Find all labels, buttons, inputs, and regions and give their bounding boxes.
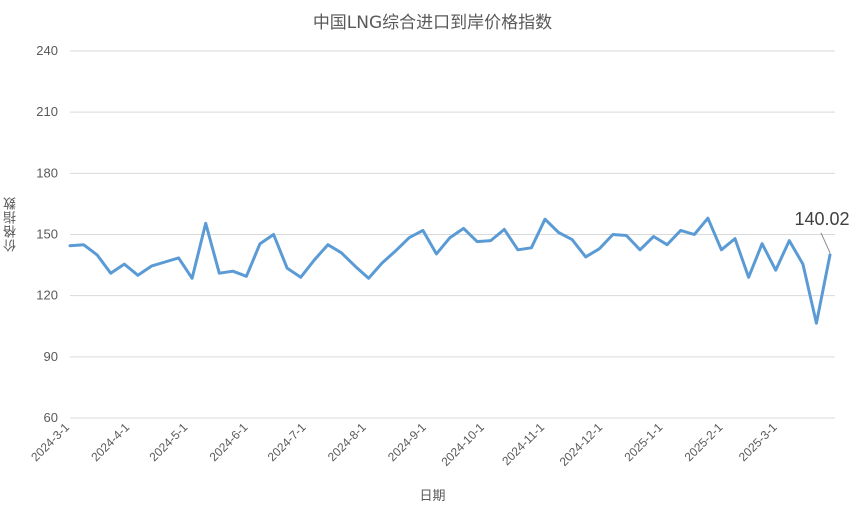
- x-tick-label: 2024-9-1: [385, 420, 429, 464]
- x-tick-label: 2025-2-1: [682, 420, 726, 464]
- y-tick-label: 90: [44, 349, 58, 364]
- x-tick-label: 2024-10-1: [438, 420, 487, 469]
- x-tick-label: 2025-1-1: [622, 420, 666, 464]
- y-tick-label: 180: [36, 165, 58, 180]
- y-tick-label: 210: [36, 104, 58, 119]
- x-tick-label: 2024-4-1: [88, 420, 132, 464]
- y-tick-label: 240: [36, 43, 58, 58]
- x-tick-label: 2024-8-1: [325, 420, 369, 464]
- x-tick-label: 2024-3-1: [28, 420, 72, 464]
- x-tick-label: 2024-5-1: [147, 420, 191, 464]
- x-tick-label: 2025-3-1: [736, 420, 780, 464]
- annotation-leader: [820, 232, 831, 254]
- y-tick-label: 60: [44, 410, 58, 425]
- y-tick-label: 150: [36, 227, 58, 242]
- series-line: [68, 216, 832, 325]
- x-tick-label: 2024-7-1: [265, 420, 309, 464]
- x-tick-label: 2024-12-1: [557, 420, 606, 469]
- y-tick-label: 120: [36, 288, 58, 303]
- chart-title: 中国LNG综合进口到岸价格指数: [312, 13, 553, 33]
- x-tick-label: 2024-11-1: [499, 420, 547, 468]
- data-label: 140.02: [794, 209, 849, 229]
- x-tick-label: 2024-6-1: [207, 420, 251, 464]
- x-axis-title: 日期: [419, 489, 446, 504]
